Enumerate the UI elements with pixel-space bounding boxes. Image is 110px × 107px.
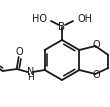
Text: O: O: [93, 40, 100, 50]
Text: OH: OH: [77, 14, 92, 24]
Text: O: O: [16, 47, 24, 57]
Text: HO: HO: [32, 14, 47, 24]
Text: B: B: [58, 22, 66, 32]
Text: H: H: [27, 73, 34, 82]
Text: O: O: [93, 70, 100, 80]
Text: N: N: [27, 67, 34, 77]
